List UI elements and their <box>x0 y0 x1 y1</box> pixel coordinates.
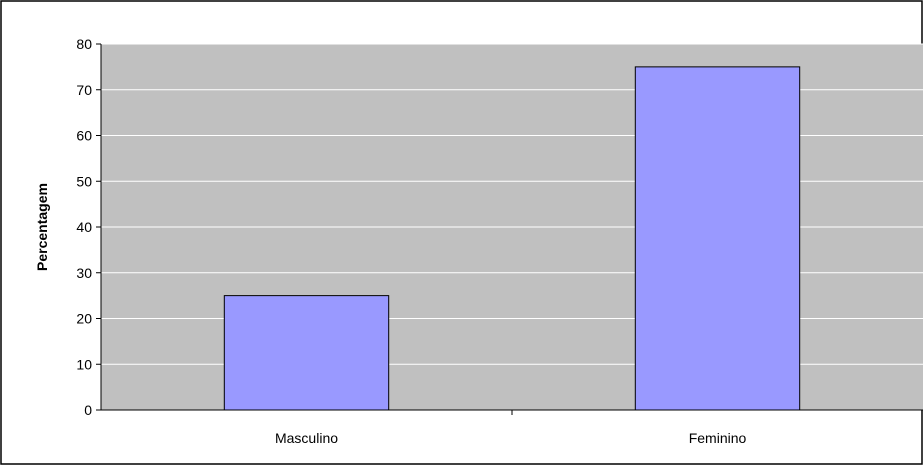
x-tick-label: Masculino <box>275 430 338 446</box>
y-tick-label: 10 <box>76 356 92 372</box>
y-tick-label: 40 <box>76 219 92 235</box>
y-tick-label: 0 <box>84 402 92 418</box>
y-tick-label: 80 <box>76 36 92 52</box>
bar-masculino <box>224 296 388 410</box>
y-tick-label: 70 <box>76 82 92 98</box>
y-tick-label: 30 <box>76 265 92 281</box>
y-tick-label: 60 <box>76 128 92 144</box>
bar-feminino <box>635 67 799 410</box>
y-tick-label: 20 <box>76 311 92 327</box>
y-tick-label: 50 <box>76 173 92 189</box>
y-axis-title: Percentagem <box>34 183 50 271</box>
x-tick-label: Feminino <box>689 430 747 446</box>
